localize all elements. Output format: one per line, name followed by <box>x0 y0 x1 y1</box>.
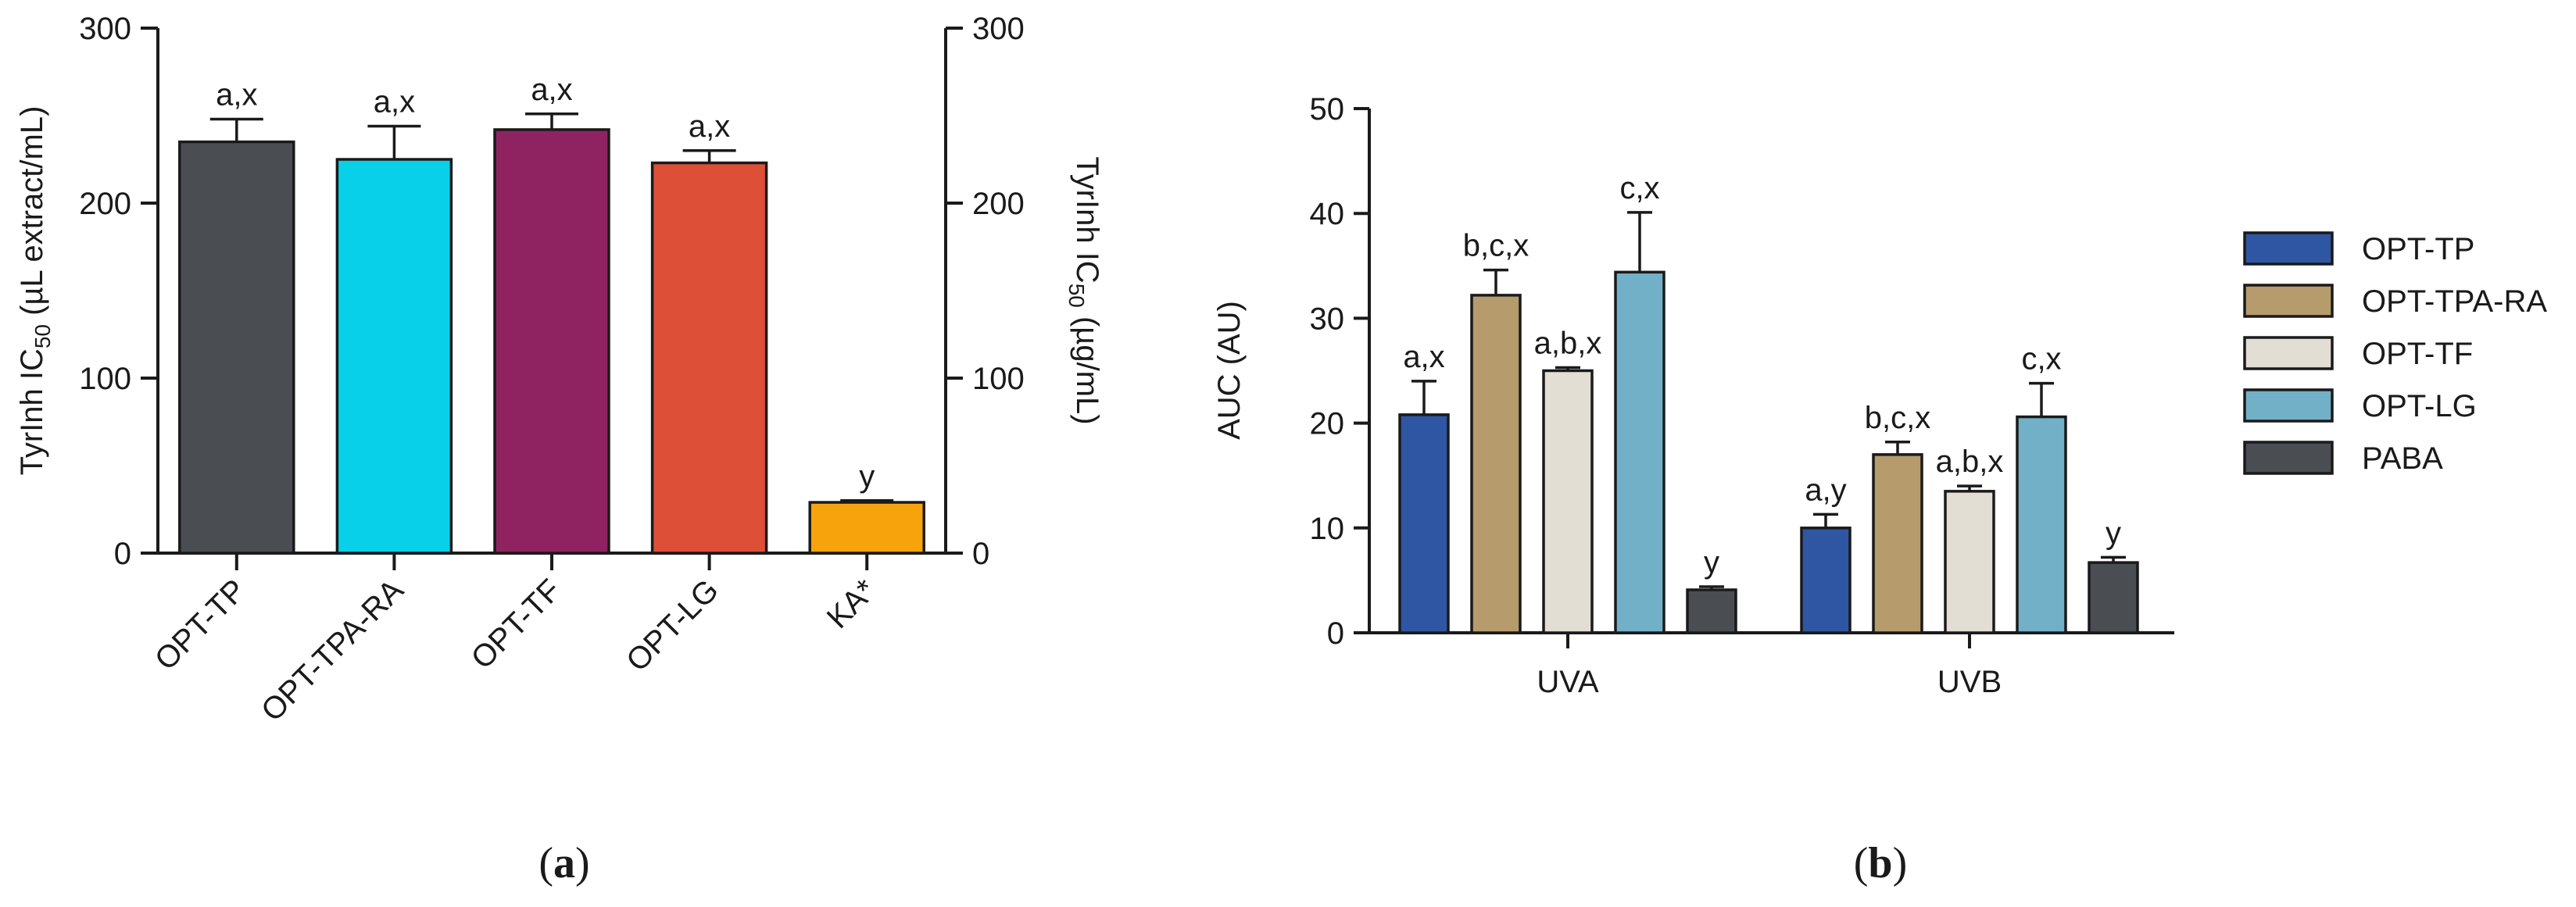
chart-a-bar <box>335 158 453 555</box>
chart-b-y-tick-label: 40 <box>1310 197 1345 231</box>
chart-b-bar-label: c,x <box>2021 342 2061 377</box>
chart-a-left-tick-label: 300 <box>79 12 131 46</box>
chart-b-ylabel: AUC (AU) <box>1212 301 1247 440</box>
chart-a-right-tick-label: 200 <box>972 187 1025 221</box>
chart-b-bars: a,xb,c,xa,b,xc,xya,yb,c,xa,b,xc,xy <box>1398 171 2139 634</box>
chart-b-bar-label: a,b,x <box>1534 326 1602 360</box>
panel-b-label: (b) <box>1854 839 1907 887</box>
chart-a-right-tick-label: 0 <box>972 537 989 571</box>
chart-b-bar <box>1872 453 1923 634</box>
chart-b-bar-label: a,x <box>1403 340 1444 374</box>
chart-a-bar-label: a,x <box>689 109 730 144</box>
chart-b-legend-swatch <box>2243 231 2334 266</box>
chart-b-legend-label: OPT-TPA-RA <box>2362 284 2547 319</box>
chart-b-bar <box>1542 369 1594 634</box>
chart-b-bar-label: a,b,x <box>1936 445 2004 479</box>
chart-a-bar-label: a,x <box>216 77 257 112</box>
chart-b-legend-label: OPT-TP <box>2362 232 2474 266</box>
chart-a-right-tick-label: 300 <box>972 12 1025 46</box>
chart-b-y-tick-label: 30 <box>1310 302 1345 336</box>
chart-b-bar-label: c,x <box>1619 171 1659 205</box>
chart-a-left-ylabel: TyrInh IC50 (µL extract/mL) <box>15 106 55 476</box>
chart-b-y-tick-label: 50 <box>1310 92 1345 127</box>
chart-a-x-labels: OPT-TP OPT-TPA-RA OPT-TF OPT-LG KA* <box>148 553 883 728</box>
chart-b-bar <box>1614 270 1665 634</box>
chart-a-bar <box>650 161 768 555</box>
chart-b-bar-label: a,y <box>1805 473 1846 507</box>
chart-a-x-tick-label: OPT-TF <box>465 573 568 676</box>
chart-a-bar-label: y <box>859 459 875 494</box>
chart-b-legend-swatch <box>2243 441 2334 475</box>
chart-a-x-tick-label: KA* <box>821 573 883 635</box>
chart-b-bar <box>1398 413 1450 634</box>
chart-b-y-tick-label: 20 <box>1310 407 1345 441</box>
chart-a-right-ticks: 0 100 200 300 <box>946 12 1025 571</box>
chart-a-bar-label: a,x <box>374 84 415 119</box>
chart-a-left-ticks: 0 100 200 300 <box>79 12 158 571</box>
chart-a-bar-label: a,x <box>531 73 572 107</box>
chart-b-legend-swatch <box>2243 388 2334 423</box>
chart-a-right-tick-label: 100 <box>972 362 1025 396</box>
chart-a-x-tick-label: OPT-LG <box>620 573 725 678</box>
chart-a-right-ylabel: TyrInh IC50 (µg/mL) <box>1064 156 1104 424</box>
chart-b-bar-label: b,c,x <box>1865 401 1930 435</box>
chart-b-y-tick-label: 10 <box>1310 512 1345 546</box>
chart-a-bars: a,x a,x a,x a,x y <box>178 73 925 555</box>
chart-b-legend-swatch <box>2243 336 2334 370</box>
chart-a-x-tick-label: OPT-TP <box>148 573 252 677</box>
chart-b-bar-label: y <box>1704 545 1719 580</box>
chart-b-bar <box>2016 415 2067 634</box>
chart-b-x-tick-label: UVB <box>1937 665 2002 699</box>
chart-b-y-tick-label: 0 <box>1327 616 1344 651</box>
chart-b-bar <box>1686 588 1737 634</box>
chart-a-left-tick-label: 200 <box>79 187 131 221</box>
chart-a: 0 100 200 300 0 100 200 300 a,x a,x a,x a,x y OPT-… <box>15 12 1104 887</box>
panel-a-label: (a) <box>538 839 589 887</box>
chart-b-legend-swatch <box>2243 284 2334 318</box>
chart-b-legend-label: PABA <box>2362 441 2443 476</box>
chart-a-left-tick-label: 0 <box>114 537 131 571</box>
chart-b-bar-label: y <box>2106 516 2121 550</box>
chart-a-bar <box>808 501 925 555</box>
chart-b-bar <box>2088 561 2139 634</box>
chart-b-y-ticks: 0 10 20 30 40 50 <box>1310 92 1369 651</box>
chart-a-x-tick-label: OPT-TPA-RA <box>255 573 410 728</box>
chart-a-left-tick-label: 100 <box>79 362 131 396</box>
chart-a-bar <box>178 140 295 555</box>
chart-b-bar <box>1800 527 1852 634</box>
chart-b-x-tick-label: UVA <box>1537 665 1599 699</box>
chart-a-bar <box>493 128 610 555</box>
chart-b-bar-label: b,c,x <box>1463 229 1529 263</box>
chart-b-legend: OPT-TP OPT-TPA-RA OPT-TF OPT-LG PABA <box>2243 231 2547 476</box>
chart-b-bar <box>1470 294 1522 634</box>
chart-b-legend-label: OPT-LG <box>2362 389 2477 423</box>
chart-b-x-labels: UVA UVB <box>1537 633 2002 699</box>
chart-b-bar <box>1944 490 1995 634</box>
chart-b-legend-label: OPT-TF <box>2362 337 2473 371</box>
